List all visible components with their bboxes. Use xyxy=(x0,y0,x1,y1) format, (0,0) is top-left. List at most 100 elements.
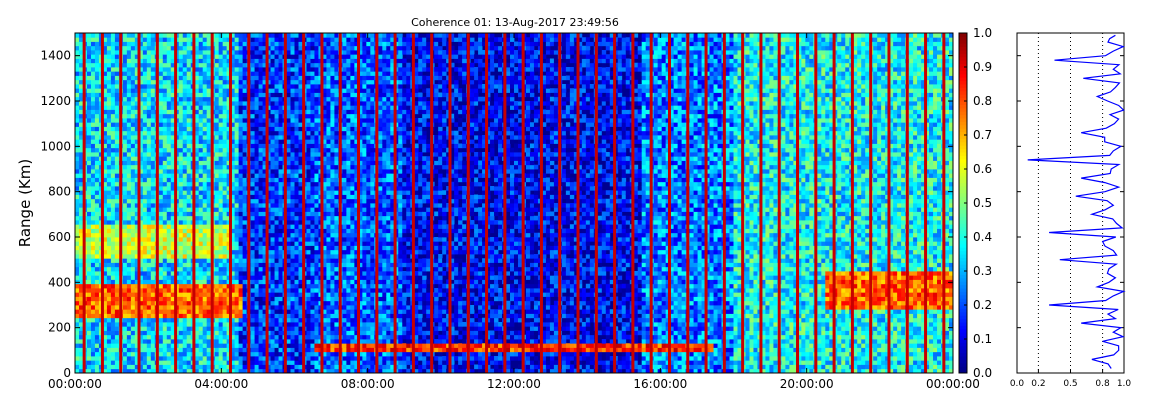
heatmap-cell xyxy=(286,262,291,268)
heatmap-cell xyxy=(166,364,172,370)
heatmap-cell xyxy=(90,275,96,280)
heatmap-cell xyxy=(110,169,116,174)
heatmap-cell xyxy=(286,54,291,59)
heatmap-cell xyxy=(75,105,80,110)
heatmap-cell xyxy=(182,96,188,102)
heatmap-cell xyxy=(306,262,311,268)
heatmap-cell xyxy=(290,330,295,336)
heatmap-cell xyxy=(94,37,100,42)
heatmap-cell xyxy=(106,71,112,76)
heatmap-cell xyxy=(310,241,315,246)
heatmap-cell xyxy=(110,181,116,187)
heatmap-cell xyxy=(186,79,192,85)
heatmap-cell xyxy=(130,194,136,200)
heatmap-cell xyxy=(322,364,327,370)
heatmap-cell xyxy=(250,360,255,365)
heatmap-cell xyxy=(142,258,148,263)
heatmap-cell xyxy=(166,275,172,280)
heatmap-cell xyxy=(198,254,204,259)
heatmap-cell xyxy=(278,54,283,59)
heatmap-cell xyxy=(258,67,263,72)
heatmap-cell xyxy=(242,262,248,268)
heatmap-cell xyxy=(262,139,267,144)
heatmap-cell xyxy=(266,122,271,127)
heatmap-cell xyxy=(258,237,263,242)
heatmap-cell xyxy=(218,54,224,59)
heatmap-cell xyxy=(186,152,192,157)
heatmap-cell xyxy=(290,37,295,42)
heatmap-cell xyxy=(274,92,279,98)
heatmap-cell xyxy=(298,237,303,242)
heatmap-cell xyxy=(218,169,224,174)
heatmap-cell xyxy=(86,211,92,217)
heatmap-cell xyxy=(218,62,224,68)
heatmap-cell xyxy=(258,152,263,157)
heatmap-cell xyxy=(134,50,140,55)
heatmap-cell xyxy=(186,322,192,327)
heatmap-cell xyxy=(122,156,128,161)
heatmap-cell xyxy=(294,258,299,263)
heatmap-cell xyxy=(270,67,275,72)
heatmap-cell xyxy=(182,135,188,140)
heatmap-cell xyxy=(206,118,212,123)
heatmap-cell xyxy=(242,347,248,353)
heatmap-cell xyxy=(110,262,116,268)
heatmap-cell xyxy=(138,181,144,187)
heatmap-cell xyxy=(238,330,244,336)
heatmap-cell xyxy=(182,343,188,348)
heatmap-cell xyxy=(314,368,319,374)
heatmap-cell xyxy=(138,62,144,68)
heatmap-cell xyxy=(126,147,132,153)
heatmap-cell xyxy=(266,105,271,110)
heatmap-cell xyxy=(218,75,224,81)
heatmap-cell xyxy=(146,156,152,161)
heatmap-cell xyxy=(75,339,80,344)
heatmap-cell xyxy=(234,147,240,153)
heatmap-cell xyxy=(86,305,92,310)
heatmap-cell xyxy=(142,296,148,302)
heatmap-cell xyxy=(274,305,279,310)
heatmap-cell xyxy=(214,245,220,251)
heatmap-cell xyxy=(94,249,100,255)
heatmap-cell xyxy=(310,139,315,144)
heatmap-cell xyxy=(134,271,140,276)
heatmap-cell xyxy=(75,368,80,374)
heatmap-cell xyxy=(90,130,96,136)
heatmap-cell xyxy=(102,296,108,302)
heatmap-cell xyxy=(230,96,236,102)
heatmap-cell xyxy=(314,215,319,221)
heatmap-cell xyxy=(130,283,136,289)
heatmap-cell xyxy=(254,364,259,370)
heatmap-cell xyxy=(162,300,168,306)
heatmap-cell xyxy=(170,313,176,319)
heatmap-cell xyxy=(242,109,248,115)
heatmap-cell xyxy=(142,88,148,93)
heatmap-cell xyxy=(290,181,295,187)
heatmap-cell xyxy=(150,173,156,178)
heatmap-cell xyxy=(274,54,279,59)
heatmap-cell xyxy=(170,326,176,331)
heatmap-cell xyxy=(206,139,212,144)
heatmap-cell xyxy=(142,275,148,280)
heatmap-cell xyxy=(102,249,108,255)
heatmap-cell xyxy=(234,254,240,259)
heatmap-cell xyxy=(142,207,148,212)
heatmap-cell xyxy=(114,143,120,149)
heatmap-cell xyxy=(142,190,148,195)
heatmap-cell xyxy=(122,130,128,136)
heatmap-cell xyxy=(106,50,112,55)
heatmap-cell xyxy=(182,109,188,115)
heatmap-cell xyxy=(262,105,267,110)
heatmap-cell xyxy=(194,109,200,115)
heatmap-cell xyxy=(294,262,299,268)
heatmap-cell xyxy=(106,275,112,280)
heatmap-cell xyxy=(306,215,311,221)
heatmap-cell xyxy=(250,58,255,64)
heatmap-cell xyxy=(290,356,295,361)
heatmap-cell xyxy=(262,54,267,59)
heatmap-cell xyxy=(78,156,84,161)
heatmap-cell xyxy=(90,126,96,132)
heatmap-cell xyxy=(258,258,263,263)
heatmap-cell xyxy=(78,147,84,153)
heatmap-cell xyxy=(258,266,263,272)
